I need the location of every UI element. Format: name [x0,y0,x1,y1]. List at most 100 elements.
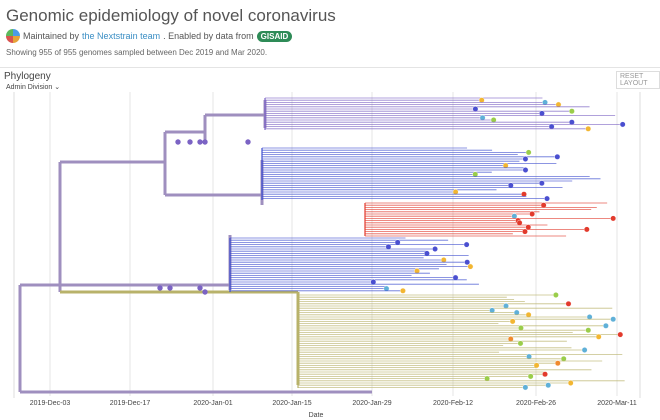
tree-tip[interactable] [479,114,486,121]
gisaid-logo[interactable]: GISAID [256,30,293,42]
tree-tip[interactable] [513,309,520,316]
tree-tip[interactable] [544,195,550,202]
tree-tip[interactable] [610,215,617,222]
chevron-down-icon: ⌄ [54,84,61,91]
page-title: Genomic epidemiology of novel coronaviru… [6,6,336,25]
tree-tip[interactable] [187,139,193,145]
tree-tip[interactable] [157,285,163,291]
tree-tip[interactable] [522,228,528,235]
tree-tip[interactable] [568,119,575,126]
byline: Maintained by the Nextstrain team . Enab… [6,29,293,43]
tree-tip[interactable] [525,224,532,231]
tree-tip[interactable] [539,110,545,117]
tree-tip[interactable] [554,153,561,160]
tree-tip[interactable] [394,239,401,246]
tree-tip[interactable] [602,322,609,329]
enabled-by-text: . Enabled by data from [163,31,254,41]
tree-tip[interactable] [385,243,392,250]
x-tick-label: 2020-Jan-29 [352,400,391,407]
tree-tip[interactable] [545,382,552,389]
tree-tip[interactable] [245,139,251,145]
tree-tip[interactable] [581,347,588,353]
tree-tip[interactable] [554,360,561,367]
tree-tip[interactable] [527,373,534,380]
tree-tip[interactable] [560,355,567,362]
tree-tip[interactable] [585,327,592,334]
page-header: Genomic epidemiology of novel coronaviru… [0,0,660,68]
tree-tip[interactable] [472,171,479,178]
tree-tip[interactable] [518,325,524,331]
tree-tip[interactable] [540,202,547,209]
tree-tip[interactable] [197,285,203,291]
tree-tip[interactable] [400,287,406,294]
tree-tip[interactable] [507,182,514,189]
tree-tip[interactable] [414,268,420,274]
tree-tip[interactable] [484,375,490,382]
tree-tip[interactable] [507,336,514,342]
tree-tip[interactable] [509,318,516,325]
tree-tip[interactable] [197,139,203,145]
tree-tip[interactable] [533,362,540,369]
tree-tip[interactable] [565,300,572,307]
nextstrain-logo-icon [6,29,20,43]
x-tick-label: 2020-Mar-11 [597,400,637,407]
tree-tip[interactable] [522,167,529,173]
maintainer-link[interactable]: the Nextstrain team [82,31,161,41]
tree-tip[interactable] [548,123,555,130]
header-divider [0,67,660,68]
tree-tip[interactable] [583,226,590,233]
tree-tip[interactable] [568,108,575,115]
tree-tip[interactable] [472,106,479,112]
tree-tip[interactable] [503,303,509,309]
tree-tip[interactable] [424,250,430,257]
tree-tip[interactable] [617,331,624,338]
tree-tip[interactable] [517,340,524,347]
tree-tip[interactable] [478,97,485,104]
tree-tip[interactable] [452,189,459,195]
color-by-label: Admin Division [6,83,53,91]
tree-tip[interactable] [464,259,471,266]
tree-tip[interactable] [502,162,509,169]
x-tick-label: 2020-Feb-12 [433,400,473,407]
x-tick-label: 2019-Dec-03 [30,400,71,407]
tree-tip[interactable] [202,289,208,295]
tree-tip[interactable] [610,316,617,323]
tree-tip[interactable] [489,307,496,314]
tree-tip[interactable] [595,333,602,340]
tree-tip[interactable] [202,139,208,145]
tree-tip[interactable] [521,191,527,198]
tree-tip[interactable] [370,279,377,285]
tree-tip[interactable] [440,257,447,263]
tree-tip[interactable] [542,371,548,378]
tree-tip[interactable] [522,384,529,391]
tree-tip[interactable] [511,213,518,220]
tree-tip[interactable] [529,211,536,217]
tree-tip[interactable] [490,117,497,123]
tree-tip[interactable] [542,99,548,106]
tree-tip[interactable] [585,125,592,132]
tree-tip[interactable] [383,285,390,292]
tree-tip[interactable] [586,314,593,320]
tree-tip[interactable] [432,246,438,252]
maintained-by-text: Maintained by [23,31,80,41]
tree-tip[interactable] [467,263,474,270]
tree-tip[interactable] [452,274,459,281]
tree-tip[interactable] [538,180,545,187]
tree-tip[interactable] [525,149,532,156]
tree-tip[interactable] [525,311,532,318]
color-by-dropdown[interactable]: Admin Division ⌄ [6,83,61,92]
tree-tip[interactable] [619,121,626,128]
tree-tip[interactable] [463,241,470,248]
x-tick-label: 2020-Feb-26 [516,400,556,407]
x-tick-label: 2020-Jan-01 [193,400,232,407]
tree-tip[interactable] [555,101,562,108]
tree-tip[interactable] [175,139,181,145]
tree-tip[interactable] [516,219,523,226]
tree-tip[interactable] [167,285,173,291]
x-tick-label: 2019-Dec-17 [110,400,151,407]
tree-tip[interactable] [552,292,559,298]
tree-tip[interactable] [522,156,529,162]
tree-tip[interactable] [567,380,574,386]
tree-tip[interactable] [526,353,532,360]
